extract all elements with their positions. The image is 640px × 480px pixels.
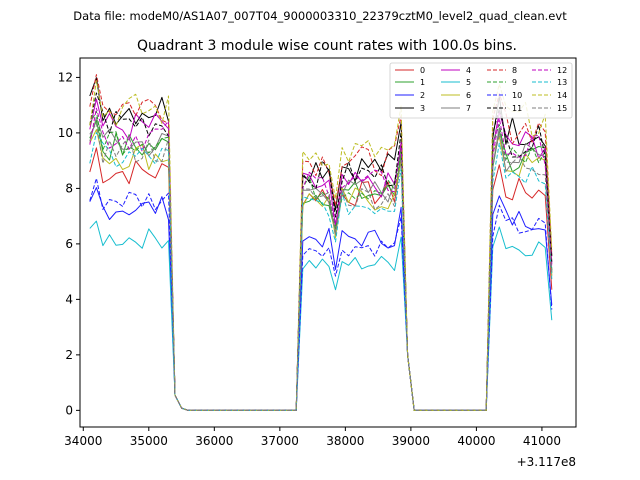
axes-frame — [79, 57, 577, 428]
legend-label-10: 10 — [512, 91, 522, 100]
x-tick-label: 34000 — [64, 434, 102, 448]
series-line-7 — [89, 116, 553, 411]
legend-label-0: 0 — [420, 66, 425, 75]
y-tick-label: 10 — [58, 126, 73, 140]
series-line-10 — [89, 177, 553, 411]
legend-label-13: 13 — [557, 78, 567, 87]
legend-label-3: 3 — [420, 104, 425, 113]
series-line-14 — [89, 80, 553, 411]
series-line-13 — [89, 132, 553, 411]
series-line-6 — [89, 129, 553, 411]
y-tick-label: 12 — [58, 70, 73, 84]
axis-ticks: 34000 35000 36000 37000 38000 39000 40000 41000… — [58, 70, 561, 448]
chart-title: Quadrant 3 module wise count rates with … — [137, 38, 517, 54]
legend-label-11: 11 — [512, 104, 522, 113]
legend-label-15: 15 — [557, 104, 567, 113]
legend-label-6: 6 — [466, 91, 471, 100]
legend-label-8: 8 — [512, 66, 517, 75]
x-tick-label: 38000 — [326, 434, 364, 448]
series-line-15 — [89, 123, 553, 411]
x-tick-label: 41000 — [523, 434, 561, 448]
series-line-9 — [89, 110, 553, 411]
legend-label-7: 7 — [466, 104, 471, 113]
legend-label-2: 2 — [420, 91, 425, 100]
x-tick-label: 40000 — [457, 434, 495, 448]
series-line-5 — [89, 220, 553, 411]
x-tick-label: 36000 — [195, 434, 233, 448]
series-line-2 — [89, 187, 553, 411]
suptitle: Data file: modeM0/AS1A07_007T04_90000033… — [73, 9, 567, 23]
y-tick-label: 0 — [65, 403, 73, 417]
y-tick-label: 6 — [65, 237, 73, 251]
x-tick-label: 35000 — [130, 434, 168, 448]
series-line-0 — [89, 147, 553, 411]
x-tick-label: 39000 — [392, 434, 430, 448]
legend-label-5: 5 — [466, 78, 471, 87]
y-tick-label: 8 — [65, 181, 73, 195]
x-offset-label: +3.117e8 — [517, 455, 576, 469]
y-tick-label: 4 — [65, 292, 73, 306]
legend-label-12: 12 — [557, 66, 567, 75]
legend-label-4: 4 — [466, 66, 471, 75]
x-tick-label: 37000 — [261, 434, 299, 448]
plot-lines — [89, 74, 553, 411]
legend-label-1: 1 — [420, 78, 425, 87]
series-line-11 — [89, 92, 553, 411]
legend-label-14: 14 — [557, 91, 567, 100]
series-line-1 — [89, 119, 553, 411]
legend-label-9: 9 — [512, 78, 517, 87]
legend-frame — [389, 62, 573, 119]
y-tick-label: 2 — [65, 348, 73, 362]
series-line-12 — [89, 107, 553, 411]
